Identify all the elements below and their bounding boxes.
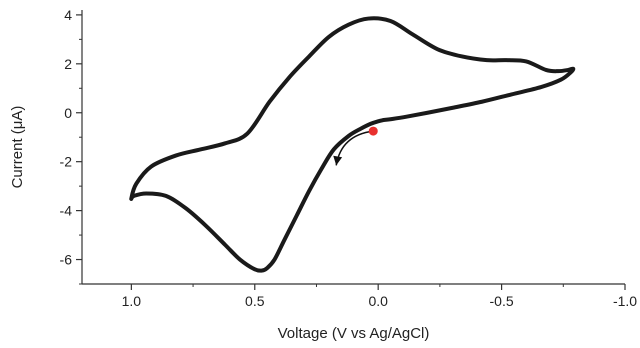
y-axis-label: Current (μA)	[9, 106, 26, 189]
tick-labels: 1.0 0.5 0.0 -0.5 -1.0 4 2 0 -2 -4 -6	[60, 7, 638, 309]
y-tick-label: -2	[60, 154, 73, 170]
y-tick-label: -6	[60, 252, 73, 268]
x-tick-label: 0.5	[245, 293, 265, 309]
x-tick-label: -0.5	[490, 293, 514, 309]
x-tick-label: -1.0	[613, 293, 637, 309]
y-tick-label: 2	[64, 56, 72, 72]
x-tick-label: 0.0	[368, 293, 388, 309]
y-tick-label: -4	[60, 203, 73, 219]
x-axis-label: Voltage (V vs Ag/AgCl)	[278, 325, 430, 342]
axes	[81, 10, 625, 285]
plot-area	[129, 16, 576, 273]
direction-arrowhead	[333, 155, 343, 166]
start-point-marker	[368, 126, 378, 136]
x-tick-label: 1.0	[122, 293, 142, 309]
y-tick-label: 0	[64, 105, 72, 121]
y-tick-label: 4	[64, 7, 72, 23]
cv-curve	[129, 16, 576, 273]
direction-arrow	[335, 130, 374, 166]
tick-marks	[76, 14, 626, 290]
